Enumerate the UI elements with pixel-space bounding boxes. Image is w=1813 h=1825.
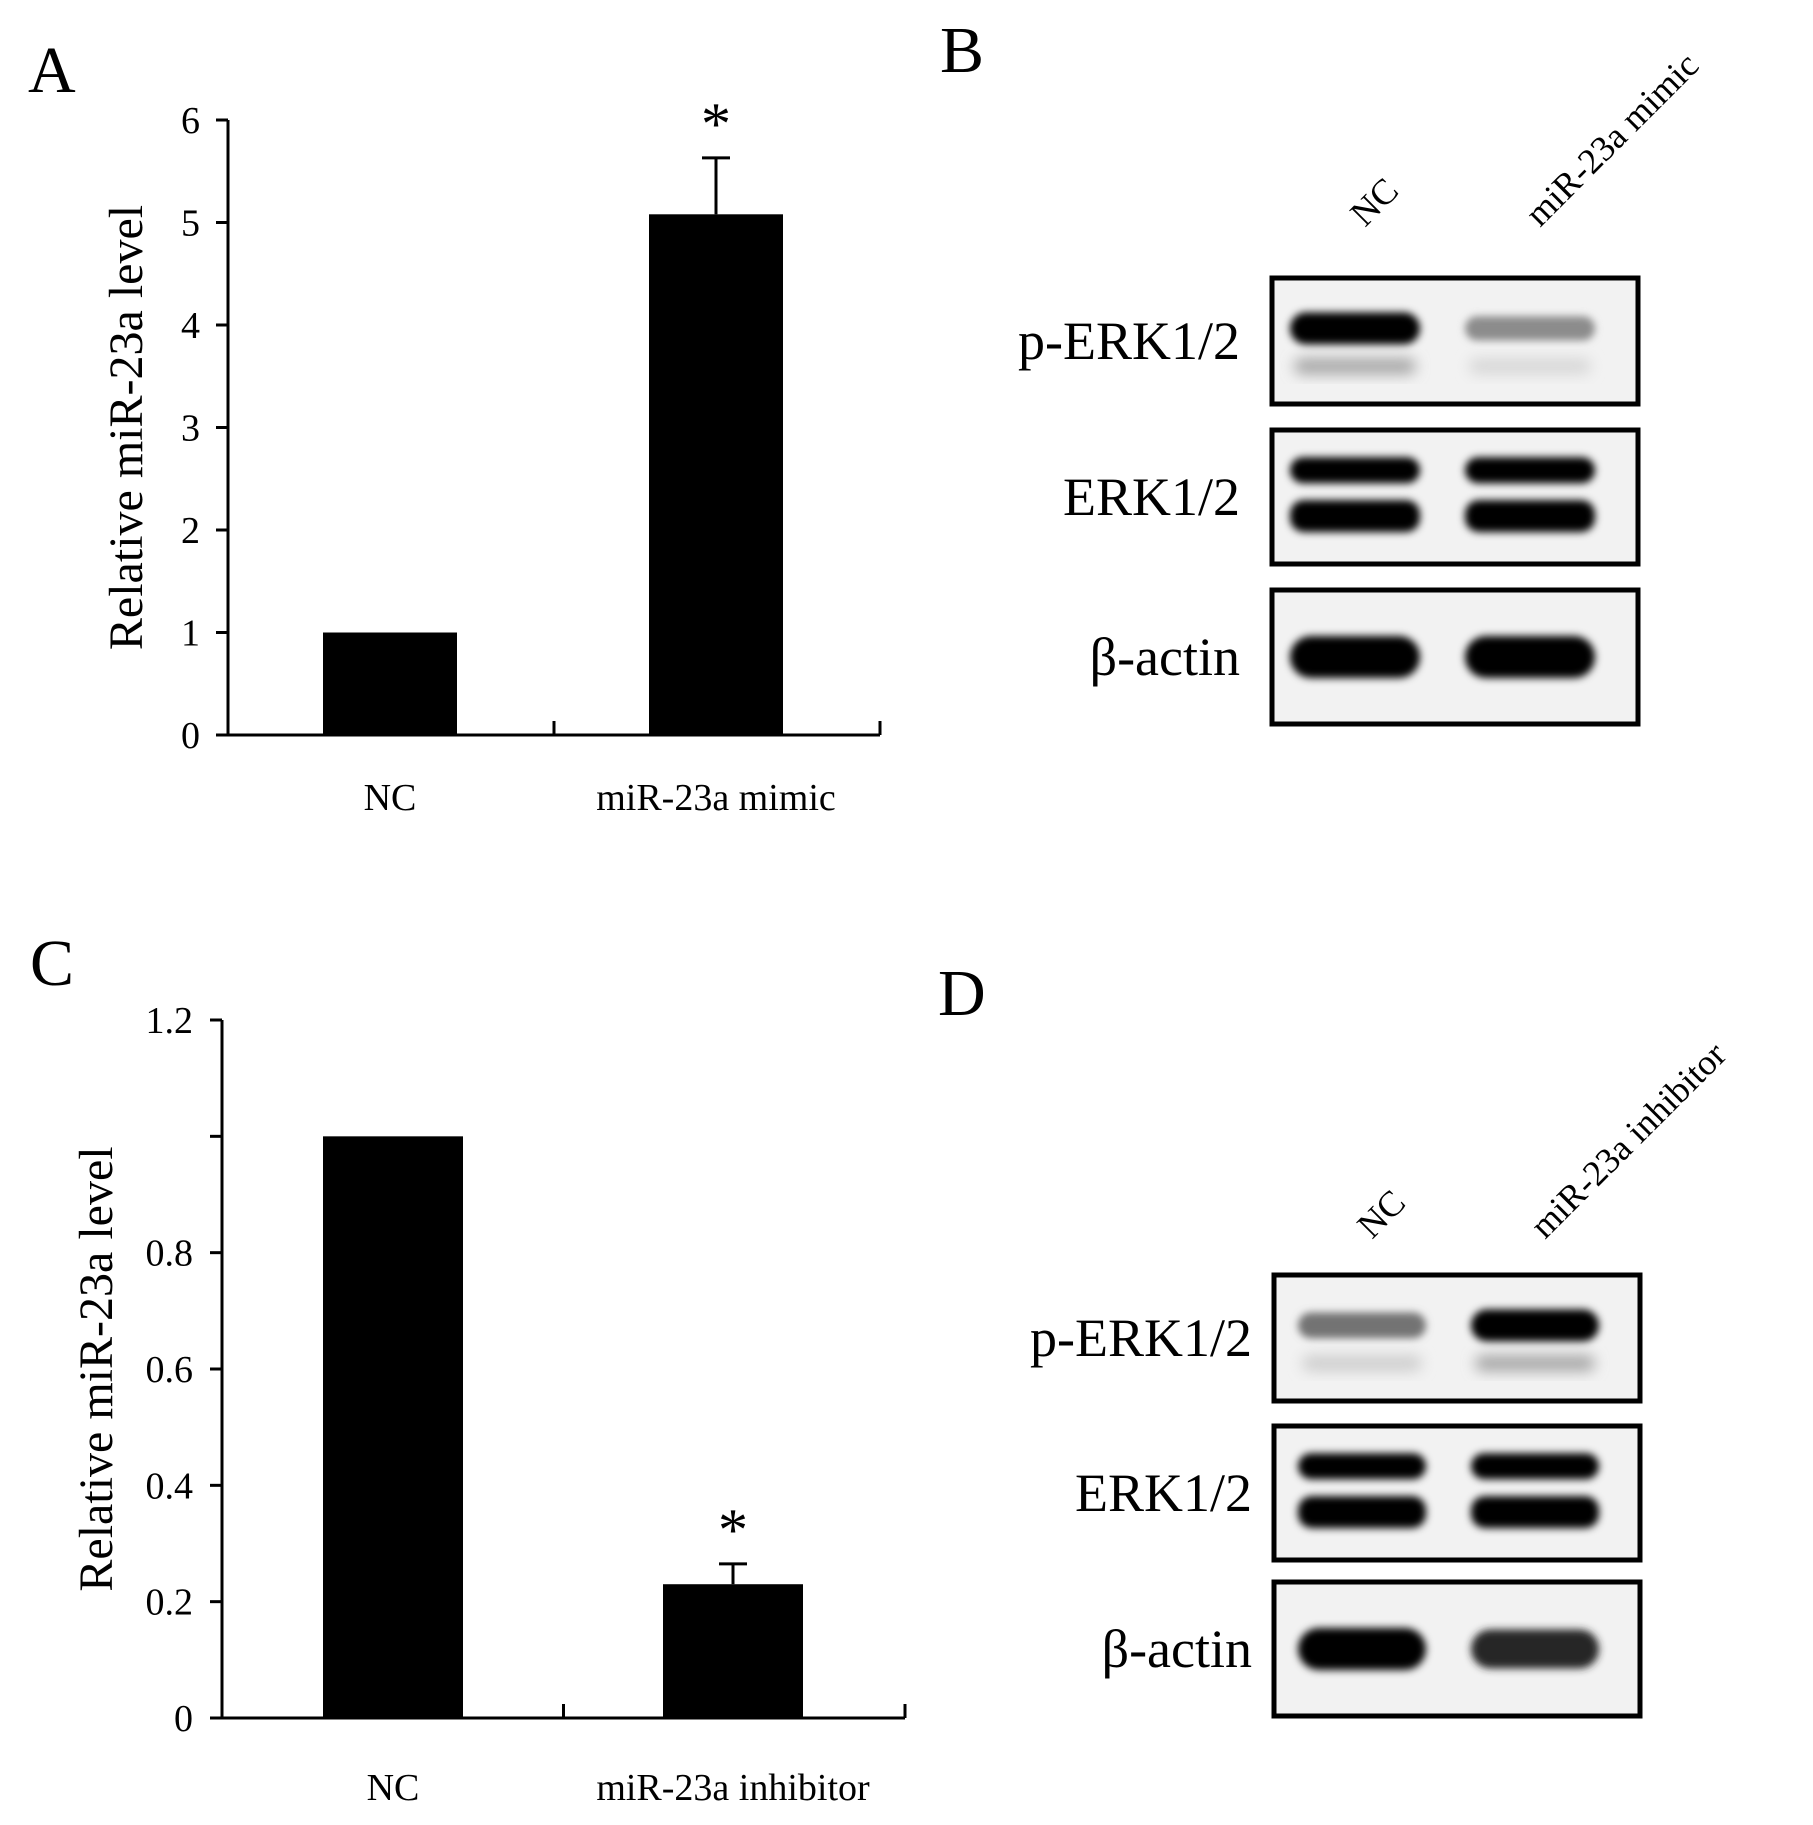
bar-mir-23a-mimic <box>649 214 783 736</box>
lane-label-d: NC <box>1349 1182 1413 1246</box>
blot-row-b: ERK1/2 <box>1063 427 1641 567</box>
lane-label-d: miR-23a inhibitor <box>1522 1034 1733 1245</box>
y-tick-label: 0 <box>181 715 200 757</box>
blot-row-d: ERK1/2 <box>1075 1423 1643 1563</box>
lane-label-b: NC <box>1342 170 1406 234</box>
category-label: miR-23a inhibitor <box>596 1767 870 1809</box>
blot-band-faint <box>1302 1355 1422 1372</box>
y-tick-label: 1.2 <box>146 1000 194 1042</box>
blot-band-faint <box>1475 1355 1595 1372</box>
blot-membrane <box>1272 430 1638 564</box>
blot-frame <box>1271 1423 1643 1563</box>
blot-row-b: β-actin <box>1090 587 1641 727</box>
y-tick-label: 6 <box>181 100 200 142</box>
blot-band <box>1465 500 1595 533</box>
blot-band <box>1290 457 1420 484</box>
blot-row-label: p-ERK1/2 <box>1030 1308 1252 1368</box>
lane-label-b: miR-23a mimic <box>1517 45 1706 234</box>
panel-letter-a: A <box>28 34 76 107</box>
blot-row-label: ERK1/2 <box>1075 1463 1252 1523</box>
blot-row-label: ERK1/2 <box>1063 467 1240 527</box>
blot-row-label: β-actin <box>1102 1619 1252 1679</box>
blot-band <box>1298 1453 1426 1480</box>
blot-band-faint <box>1469 358 1591 375</box>
blot-b: NC miR-23a mimic p-ERK1/2 ERK1/2 β-actin <box>1018 45 1706 727</box>
y-tick-label: 5 <box>181 203 200 245</box>
y-tick-label: 4 <box>181 305 200 347</box>
significance-star: * <box>718 1497 748 1563</box>
blot-band <box>1290 636 1420 678</box>
blot-row-label: β-actin <box>1090 627 1240 687</box>
category-label: miR-23a mimic <box>596 777 836 819</box>
panel-letter-b: B <box>940 14 984 87</box>
blot-row-label: p-ERK1/2 <box>1018 311 1240 371</box>
y-tick-label: 1 <box>181 613 200 655</box>
chart-c: 0 0.2 0.4 0.6 0.8 1.2 Relative miR-23a level NC… <box>70 1000 907 1809</box>
y-tick-label: 0.8 <box>146 1233 194 1275</box>
y-tick-label: 0.6 <box>146 1349 194 1391</box>
blot-band <box>1298 1628 1426 1670</box>
blot-band <box>1298 1496 1426 1529</box>
y-tick-label: 3 <box>181 408 200 450</box>
blot-frame <box>1269 587 1641 727</box>
significance-star: * <box>701 91 731 157</box>
bar-nc <box>323 632 457 735</box>
blot-row-d: β-actin <box>1102 1579 1643 1719</box>
bar-nc <box>323 1136 463 1718</box>
blot-band-faint <box>1294 358 1416 375</box>
blot-frame <box>1271 1579 1643 1719</box>
blot-row-b: p-ERK1/2 <box>1018 275 1641 407</box>
y-tick-label: 0 <box>174 1698 193 1740</box>
y-tick-label: 2 <box>181 510 200 552</box>
panel-letter-c: C <box>30 927 74 1000</box>
blot-row-d: p-ERK1/2 <box>1030 1272 1643 1404</box>
category-label: NC <box>367 1767 420 1809</box>
blot-band <box>1471 1453 1599 1480</box>
blot-frame <box>1269 427 1641 567</box>
bar-mir-23a-inhibitor <box>663 1584 803 1718</box>
blot-band <box>1298 1312 1426 1339</box>
blot-band <box>1465 457 1595 484</box>
y-tick-label: 0.2 <box>146 1582 194 1624</box>
blot-band <box>1471 1309 1599 1342</box>
panel-letter-d: D <box>938 957 986 1030</box>
blot-band <box>1471 1496 1599 1529</box>
blot-membrane <box>1274 1426 1640 1560</box>
category-label: NC <box>364 777 417 819</box>
y-axis-label-c: Relative miR-23a level <box>70 1146 123 1591</box>
blot-band <box>1290 312 1420 345</box>
blot-frame <box>1271 1272 1643 1404</box>
blot-band <box>1465 316 1595 341</box>
y-axis-label-a: Relative miR-23a level <box>100 205 153 650</box>
blot-band <box>1471 1629 1599 1669</box>
blot-band <box>1290 500 1420 533</box>
blot-d: NC miR-23a inhibitor p-ERK1/2 ERK1/2 β-actin <box>1030 1034 1734 1719</box>
blot-frame <box>1269 275 1641 407</box>
chart-a: 0 1 2 3 4 5 6 Relative miR-23a level NC * miR-23a … <box>100 91 882 819</box>
blot-band <box>1465 636 1595 678</box>
y-tick-label: 0.4 <box>146 1465 194 1507</box>
